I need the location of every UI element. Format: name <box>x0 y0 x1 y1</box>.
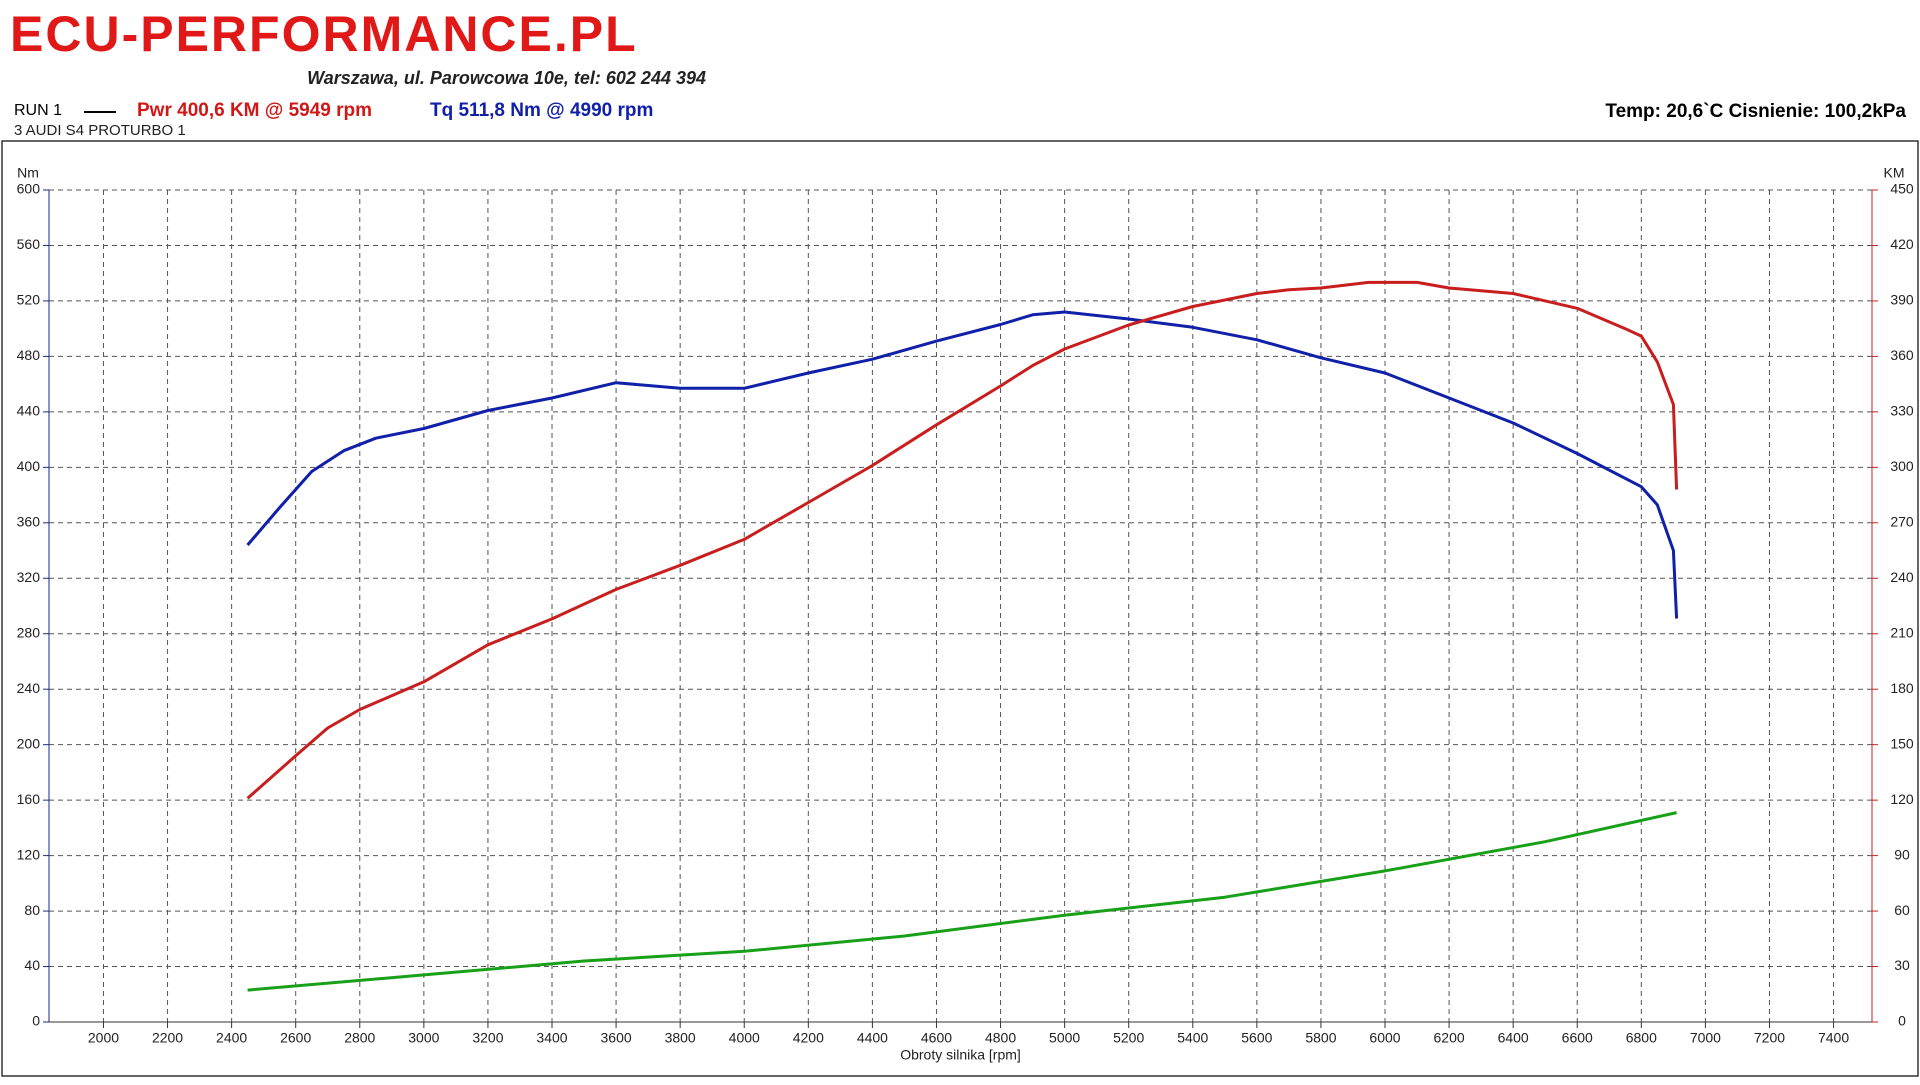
x-tick-label: 4800 <box>985 1030 1016 1046</box>
y2-tick-label: 420 <box>1890 236 1914 252</box>
x-tick-label: 6400 <box>1498 1030 1529 1046</box>
x-tick-label: 4400 <box>857 1030 888 1046</box>
y2-axis-label: KM <box>1884 165 1905 181</box>
y2-tick-label: 0 <box>1898 1013 1906 1029</box>
y-axis-label: Nm <box>17 165 39 181</box>
y2-tick-label: 300 <box>1890 458 1914 474</box>
x-tick-label: 3600 <box>601 1030 632 1046</box>
y2-tick-label: 390 <box>1890 292 1914 308</box>
logo: ECU-PERFORMANCE.PL <box>10 6 638 62</box>
y2-tick-label: 360 <box>1890 347 1914 363</box>
x-tick-label: 6000 <box>1369 1030 1400 1046</box>
chart-frame <box>1 140 1919 1077</box>
y-tick-label: 80 <box>24 902 40 918</box>
x-tick-label: 3000 <box>408 1030 439 1046</box>
series-line <box>247 811 1677 992</box>
run-label: RUN 1 <box>14 102 62 119</box>
address: Warszawa, ul. Parowcowa 10e, tel: 602 24… <box>307 68 706 88</box>
vehicle: 3 AUDI S4 PROTURBO 1 <box>14 122 186 139</box>
y2-tick-label: 240 <box>1890 569 1914 585</box>
y2-tick-label: 120 <box>1890 791 1914 807</box>
y2-tick-label: 330 <box>1890 403 1914 419</box>
x-tick-label: 2800 <box>344 1030 375 1046</box>
x-tick-label: 2200 <box>152 1030 183 1046</box>
y2-tick-label: 60 <box>1894 902 1910 918</box>
x-tick-label: 3200 <box>472 1030 503 1046</box>
y2-tick-label: 270 <box>1890 514 1914 530</box>
power-info: Pwr 400,6 KM @ 5949 rpm <box>137 100 372 121</box>
y2-tick-label: 30 <box>1894 957 1910 973</box>
x-tick-label: 5400 <box>1177 1030 1208 1046</box>
conditions: Temp: 20,6`C Cisnienie: 100,2kPa <box>1605 101 1906 122</box>
y-tick-label: 120 <box>17 846 41 862</box>
x-tick-label: 2400 <box>216 1030 247 1046</box>
y-tick-label: 440 <box>17 403 41 419</box>
y-tick-label: 240 <box>17 680 41 696</box>
y-tick-label: 400 <box>17 458 41 474</box>
y-tick-label: 480 <box>17 347 41 363</box>
y2-tick-label: 90 <box>1894 846 1910 862</box>
torque-info: Tq 511,8 Nm @ 4990 rpm <box>430 100 653 121</box>
x-tick-label: 4600 <box>921 1030 952 1046</box>
x-tick-label: 5000 <box>1049 1030 1080 1046</box>
x-tick-label: 3400 <box>536 1030 567 1046</box>
y-tick-label: 0 <box>32 1013 40 1029</box>
y2-tick-label: 450 <box>1890 181 1914 197</box>
x-tick-label: 3800 <box>665 1030 696 1046</box>
y-tick-label: 40 <box>24 957 40 973</box>
y-tick-label: 520 <box>17 292 41 308</box>
y-tick-label: 280 <box>17 624 41 640</box>
x-tick-label: 7000 <box>1690 1030 1721 1046</box>
y2-tick-label: 180 <box>1890 680 1914 696</box>
y-tick-label: 360 <box>17 514 41 530</box>
y-tick-label: 160 <box>17 791 41 807</box>
y-tick-label: 560 <box>17 236 41 252</box>
series-line <box>246 310 1679 619</box>
x-tick-label: 6200 <box>1434 1030 1465 1046</box>
y2-tick-label: 150 <box>1890 735 1914 751</box>
x-tick-label: 2000 <box>88 1030 119 1046</box>
x-tick-label: 5800 <box>1305 1030 1336 1046</box>
x-tick-label: 6800 <box>1626 1030 1657 1046</box>
x-tick-label: 4200 <box>793 1030 824 1046</box>
x-tick-label: 5600 <box>1241 1030 1272 1046</box>
y-tick-label: 320 <box>17 569 41 585</box>
x-tick-label: 7200 <box>1754 1030 1785 1046</box>
x-tick-label: 2600 <box>280 1030 311 1046</box>
x-tick-label: 6600 <box>1562 1030 1593 1046</box>
x-tick-label: 7400 <box>1818 1030 1849 1046</box>
y2-tick-label: 210 <box>1890 624 1914 640</box>
series-line <box>246 280 1679 800</box>
x-tick-label: 5200 <box>1113 1030 1144 1046</box>
x-tick-label: 4000 <box>729 1030 760 1046</box>
x-axis-label: Obroty silnika [rpm] <box>900 1047 1021 1063</box>
y-tick-label: 600 <box>17 181 41 197</box>
y-tick-label: 200 <box>17 735 41 751</box>
